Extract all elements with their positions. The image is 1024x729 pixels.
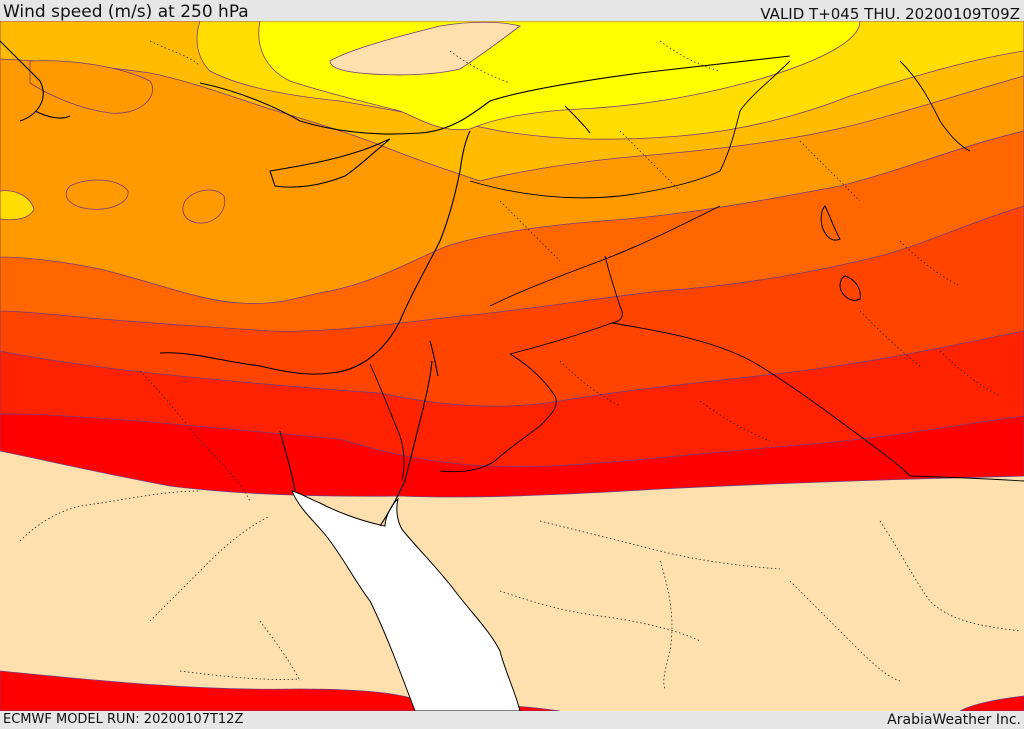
lakes [564,105,861,301]
coastlines [0,40,791,527]
map-title: Wind speed (m/s) at 250 hPa [3,2,249,22]
borders [369,60,1024,482]
admin-boundaries [19,40,1021,690]
red-sea [291,490,521,711]
header-bar: Wind speed (m/s) at 250 hPa VALID T+045 … [0,0,1024,23]
weak-core-pale [329,21,521,76]
footer-bar: ECMWF MODEL RUN: 20200107T12Z ArabiaWeat… [0,711,1024,729]
valid-time-label: VALID T+045 THU. 20200109T09Z [760,5,1020,23]
pocket-orange-central [182,189,226,224]
pocket-orange-west [65,179,129,210]
model-run-label: ECMWF MODEL RUN: 20200107T12Z [3,712,244,727]
pocket-orange-northwest [29,60,153,114]
pocket-gold-edge [0,190,35,221]
credit-label: ArabiaWeather Inc. [887,712,1021,728]
wind-speed-map [0,21,1024,711]
